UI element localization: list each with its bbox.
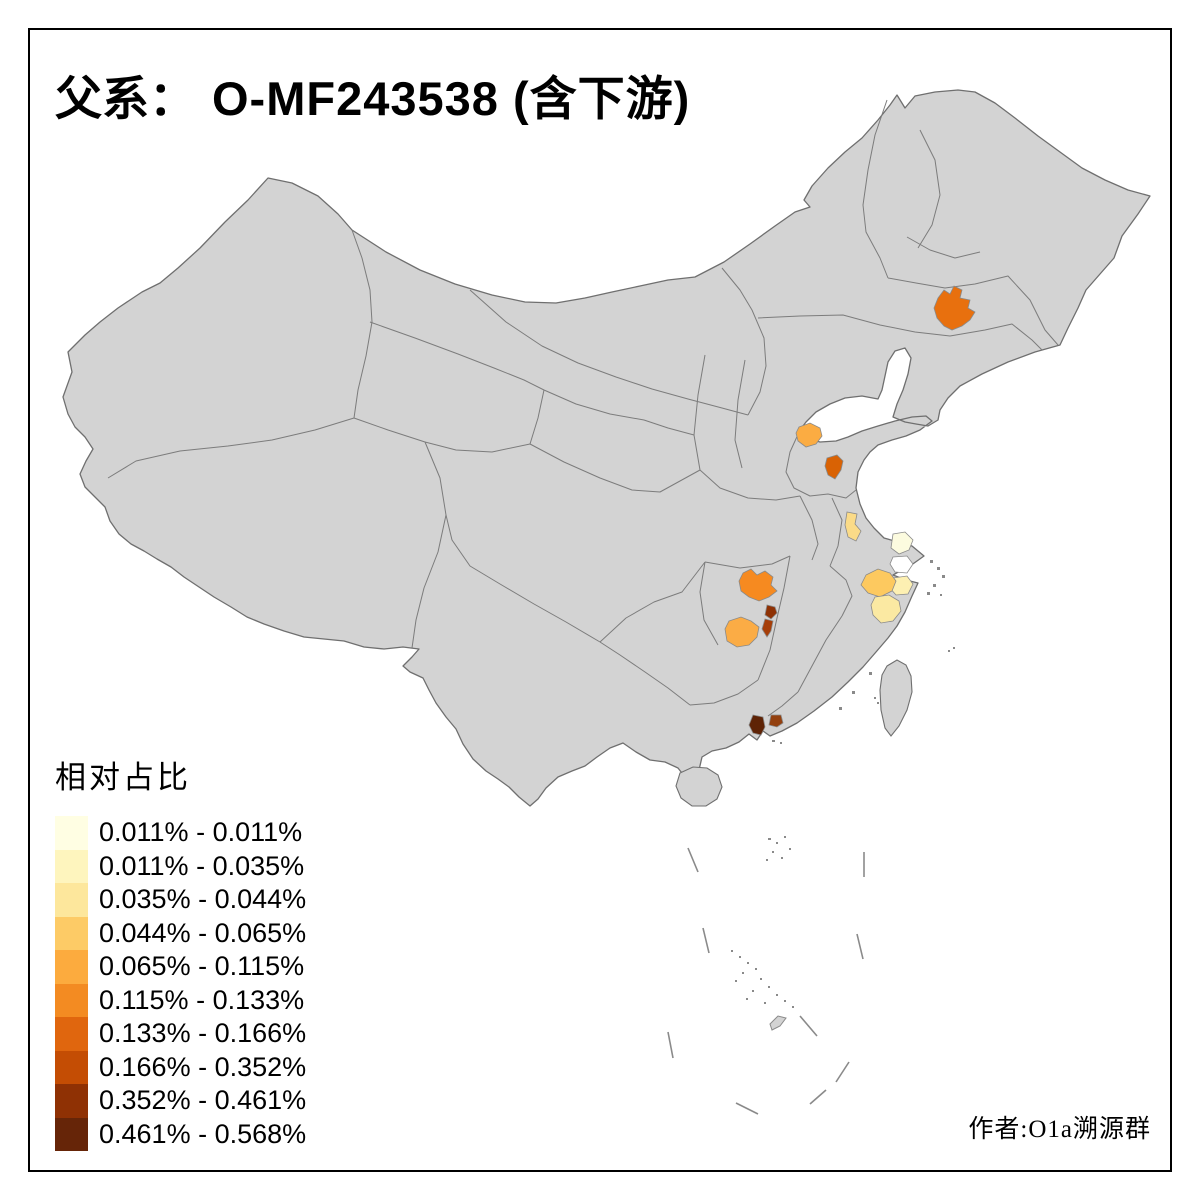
hainan-island	[675, 766, 723, 807]
legend-swatch	[55, 1050, 88, 1084]
legend: 相对占比 0.011% - 0.011% 0.011% - 0.035% 0.0…	[55, 752, 306, 1151]
legend-row: 0.166% - 0.352%	[55, 1050, 307, 1084]
legend-range-label: 0.166% - 0.352%	[99, 1051, 307, 1082]
highlighted-prefectures	[724, 285, 976, 736]
legend-swatch	[55, 1084, 88, 1118]
legend-row: 0.035% - 0.044%	[55, 883, 306, 917]
highlight-west-shandong	[795, 422, 823, 448]
legend-swatch	[55, 983, 88, 1017]
highlight-hunan-jiangxi-north	[764, 604, 778, 620]
legend-title: 相对占比	[55, 760, 191, 795]
highlight-taihu-area	[860, 568, 897, 598]
legend-row: 0.044% - 0.065%	[55, 916, 307, 950]
highlight-shanghai-area	[889, 555, 914, 574]
legend-range-label: 0.044% - 0.065%	[99, 917, 307, 948]
author-credit: 作者:O1a溯源群	[968, 1116, 1151, 1143]
legend-row: 0.461% - 0.568%	[55, 1117, 307, 1151]
highlight-hunan-jiangxi-south	[761, 618, 774, 638]
figure-frame	[28, 28, 1172, 1172]
legend-range-label: 0.352% - 0.461%	[99, 1085, 307, 1116]
highlight-central-zhejiang	[870, 594, 902, 624]
taiwan-island	[879, 659, 913, 737]
title-haplogroup: O-MF243538 (含下游)	[212, 72, 691, 125]
legend-row: 0.011% - 0.011%	[55, 816, 306, 850]
legend-row: 0.115% - 0.133%	[55, 983, 306, 1017]
legend-range-label: 0.011% - 0.011%	[99, 817, 303, 848]
highlight-jilin-prefecture	[933, 285, 976, 331]
legend-range-label: 0.461% - 0.568%	[99, 1118, 307, 1149]
highlight-pearl-delta-west	[748, 714, 766, 736]
highlight-central-jiangsu	[844, 511, 862, 542]
highlight-northeast-hunan	[738, 568, 778, 602]
nine-dash-line	[667, 847, 865, 1115]
legend-swatch	[55, 816, 88, 850]
legend-range-label: 0.115% - 0.133%	[99, 984, 305, 1015]
province-borders	[107, 99, 1059, 717]
legend-swatch	[55, 1017, 88, 1051]
highlight-southwest-shandong	[824, 454, 844, 480]
legend-row: 0.011% - 0.035%	[55, 849, 306, 883]
china-mainland-shape	[62, 89, 1151, 807]
legend-range-label: 0.011% - 0.035%	[99, 850, 305, 881]
legend-swatch	[55, 950, 88, 984]
coastal-islands	[772, 560, 955, 744]
south-china-sea-islands	[731, 836, 794, 1031]
highlight-central-hunan	[724, 616, 760, 648]
legend-swatch	[55, 916, 88, 950]
legend-range-label: 0.065% - 0.115%	[99, 951, 305, 982]
legend-swatch	[55, 1117, 88, 1151]
legend-row: 0.133% - 0.166%	[55, 1017, 306, 1051]
highlight-south-jiangsu-cream	[890, 531, 914, 555]
highlight-pearl-delta-east	[768, 714, 784, 728]
legend-swatch	[55, 883, 88, 917]
legend-row: 0.352% - 0.461%	[55, 1084, 306, 1118]
title-prefix: 父系：	[55, 74, 196, 126]
legend-range-label: 0.035% - 0.044%	[99, 884, 307, 915]
legend-range-label: 0.133% - 0.166%	[99, 1018, 307, 1049]
figure-title: 父系： O-MF243538 (含下游)	[55, 60, 690, 129]
legend-swatch	[55, 849, 88, 883]
legend-row: 0.065% - 0.115%	[55, 950, 306, 984]
